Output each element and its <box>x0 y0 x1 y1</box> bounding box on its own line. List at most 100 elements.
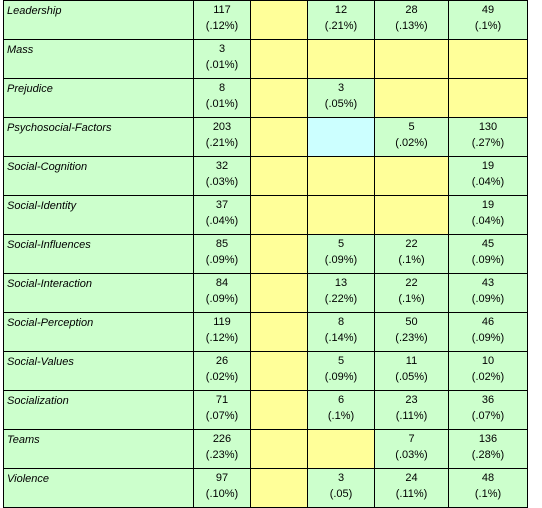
table-cell[interactable]: 28 (.13%) <box>374 0 449 40</box>
table-cell[interactable]: 7 (.03%) <box>374 429 449 469</box>
table-cell[interactable]: 5 (.09%) <box>307 351 375 391</box>
table-cell[interactable] <box>307 39 375 79</box>
table-cell[interactable] <box>307 117 375 157</box>
table-cell[interactable] <box>250 351 308 391</box>
table-cell[interactable]: 119 (.12%) <box>193 312 251 352</box>
table-cell[interactable]: 130 (.27%) <box>448 117 528 157</box>
cell-count <box>309 41 374 42</box>
table-cell[interactable]: 6 (.1%) <box>307 390 375 430</box>
table-cell[interactable] <box>250 390 308 430</box>
table-cell[interactable]: 3 (.01%) <box>193 39 251 79</box>
table-cell[interactable] <box>448 39 528 79</box>
row-label[interactable]: Violence <box>3 468 194 508</box>
table-cell[interactable] <box>250 156 308 196</box>
cell-percent: (.09%) <box>205 254 239 266</box>
table-cell[interactable]: 10 (.02%) <box>448 351 528 391</box>
table-cell[interactable] <box>448 78 528 118</box>
cell-count: 136 <box>478 433 498 445</box>
table-cell[interactable]: 3 (.05%) <box>307 78 375 118</box>
table-cell[interactable]: 85 (.09%) <box>193 234 251 274</box>
table-cell[interactable] <box>250 117 308 157</box>
table-cell[interactable]: 48 (.1%) <box>448 468 528 508</box>
table-cell[interactable] <box>250 234 308 274</box>
table-cell[interactable] <box>374 195 449 235</box>
table-cell[interactable]: 71 (.07%) <box>193 390 251 430</box>
table-cell[interactable] <box>307 195 375 235</box>
row-label[interactable]: Social-Cognition <box>3 156 194 196</box>
cell-percent: (.01%) <box>205 98 239 110</box>
table-cell[interactable]: 11 (.05%) <box>374 351 449 391</box>
cell-percent: (.12%) <box>205 20 239 32</box>
row-label[interactable]: Social-Influences <box>3 234 194 274</box>
row-label[interactable]: Leadership <box>3 0 194 40</box>
cell-count <box>376 80 448 81</box>
row-label[interactable]: Teams <box>3 429 194 469</box>
table-cell[interactable]: 117 (.12%) <box>193 0 251 40</box>
row-label[interactable]: Social-Perception <box>3 312 194 352</box>
cell-count: 28 <box>405 4 418 16</box>
table-cell[interactable] <box>307 429 375 469</box>
table-cell[interactable]: 8 (.14%) <box>307 312 375 352</box>
table-cell[interactable]: 50 (.23%) <box>374 312 449 352</box>
table-cell[interactable] <box>307 156 375 196</box>
table-cell[interactable]: 84 (.09%) <box>193 273 251 313</box>
table-row: Teams 226 (.23%) 7 (.03%) 136 (.28%) <box>3 429 528 469</box>
row-label[interactable]: Social-Identity <box>3 195 194 235</box>
cell-percent: (.1%) <box>474 488 502 500</box>
table-cell[interactable]: 26 (.02%) <box>193 351 251 391</box>
table-cell[interactable] <box>374 78 449 118</box>
table-cell[interactable]: 5 (.02%) <box>374 117 449 157</box>
table-cell[interactable]: 23 (.11%) <box>374 390 449 430</box>
row-label[interactable]: Mass <box>3 39 194 79</box>
cell-count: 22 <box>405 277 418 289</box>
table-cell[interactable]: 19 (.04%) <box>448 195 528 235</box>
row-label[interactable]: Prejudice <box>3 78 194 118</box>
cell-count: 8 <box>218 82 226 94</box>
table-cell[interactable]: 13 (.22%) <box>307 273 375 313</box>
table-cell[interactable]: 46 (.09%) <box>448 312 528 352</box>
table-cell[interactable]: 49 (.1%) <box>448 0 528 40</box>
table-cell[interactable]: 203 (.21%) <box>193 117 251 157</box>
cell-percent: (.02%) <box>395 137 428 149</box>
row-label[interactable]: Social-Values <box>3 351 194 391</box>
table-cell[interactable]: 226 (.23%) <box>193 429 251 469</box>
table-cell[interactable] <box>250 39 308 79</box>
table-cell[interactable]: 24 (.11%) <box>374 468 449 508</box>
cell-count: 19 <box>481 199 495 211</box>
table-cell[interactable] <box>250 195 308 235</box>
table-cell[interactable]: 22 (.1%) <box>374 273 449 313</box>
table-cell[interactable] <box>250 429 308 469</box>
table-cell[interactable]: 136 (.28%) <box>448 429 528 469</box>
table-cell[interactable]: 12 (.21%) <box>307 0 375 40</box>
table-cell[interactable]: 5 (.09%) <box>307 234 375 274</box>
cell-count: 97 <box>215 472 229 484</box>
table-cell[interactable]: 37 (.04%) <box>193 195 251 235</box>
row-label[interactable]: Socialization <box>3 390 194 430</box>
table-cell[interactable]: 32 (.03%) <box>193 156 251 196</box>
table-cell[interactable] <box>250 468 308 508</box>
table-cell[interactable]: 97 (.10%) <box>193 468 251 508</box>
table-cell[interactable] <box>374 156 449 196</box>
table-cell[interactable]: 3 (.05) <box>307 468 375 508</box>
table-cell[interactable]: 22 (.1%) <box>374 234 449 274</box>
table-cell[interactable] <box>250 0 308 40</box>
cell-percent: (.1%) <box>474 20 502 32</box>
cell-count: 71 <box>215 394 229 406</box>
table-cell[interactable] <box>250 312 308 352</box>
table-cell[interactable]: 43 (.09%) <box>448 273 528 313</box>
table-cell[interactable]: 19 (.04%) <box>448 156 528 196</box>
cell-percent: (.12%) <box>205 332 239 344</box>
cell-percent: (.28%) <box>471 449 505 461</box>
cell-count: 43 <box>481 277 495 289</box>
table-row: Social-Identity 37 (.04%) 19 (.04%) <box>3 195 528 235</box>
cell-count: 19 <box>481 160 495 172</box>
table-cell[interactable] <box>374 39 449 79</box>
cell-count: 3 <box>218 43 226 55</box>
table-cell[interactable]: 8 (.01%) <box>193 78 251 118</box>
table-cell[interactable] <box>250 78 308 118</box>
row-label[interactable]: Social-Interaction <box>3 273 194 313</box>
table-cell[interactable] <box>250 273 308 313</box>
table-cell[interactable]: 36 (.07%) <box>448 390 528 430</box>
table-cell[interactable]: 45 (.09%) <box>448 234 528 274</box>
row-label[interactable]: Psychosocial-Factors <box>3 117 194 157</box>
